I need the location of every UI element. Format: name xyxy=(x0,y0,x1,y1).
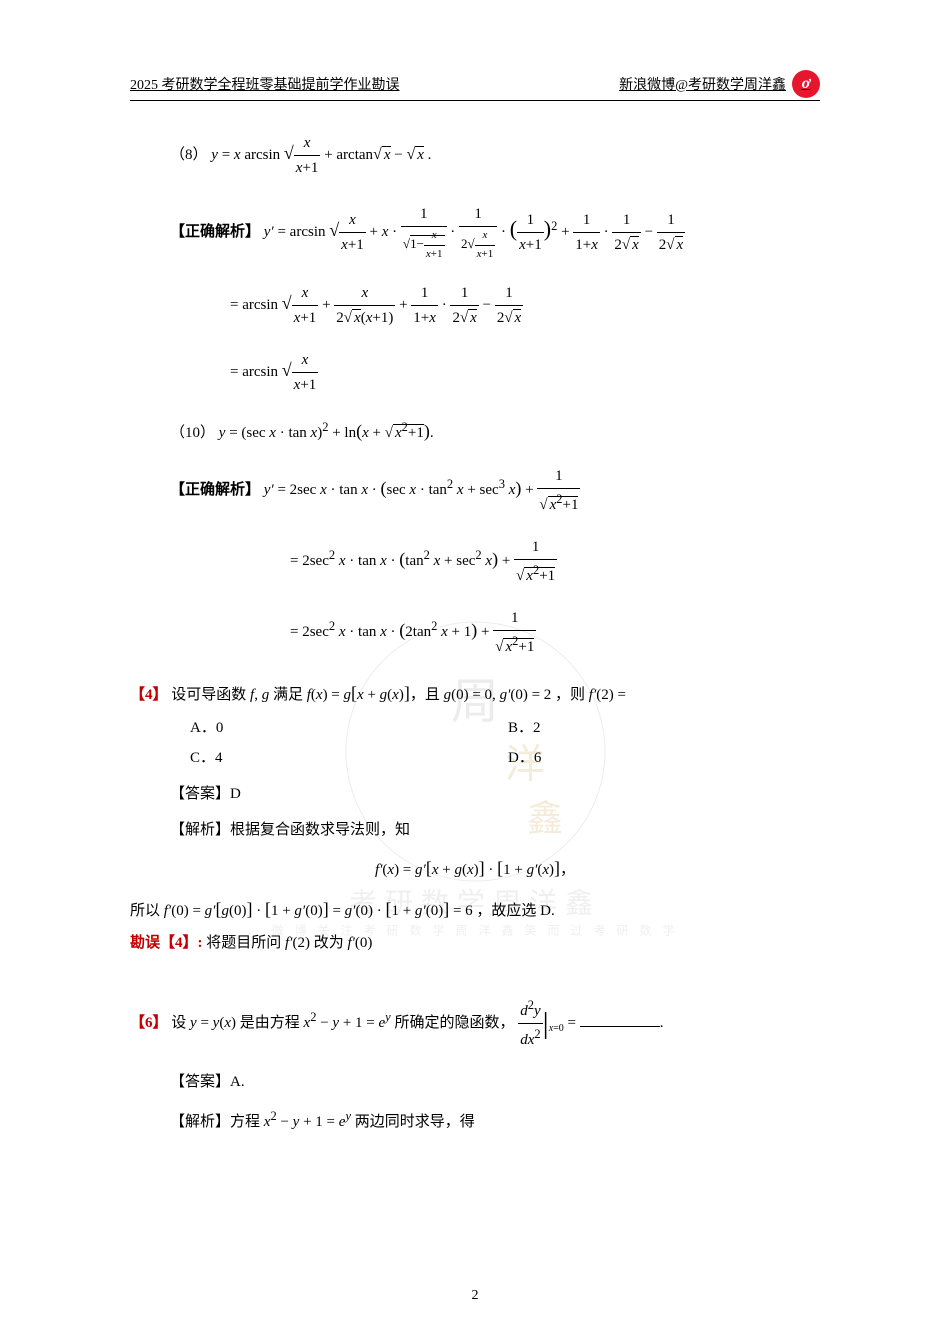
problem-4-bracket: 【4】 xyxy=(130,687,168,703)
analysis-label-6: 【解析】 xyxy=(170,1114,230,1130)
problem-4: 【4】 设可导函数 f, g 满足 f(x) = g[x + g(x)]，且 g… xyxy=(130,679,820,955)
problem-6: 【6】 设 y = y(x) 是由方程 x2 − y + 1 = ey 所确定的… xyxy=(130,995,820,1134)
page-number: 2 xyxy=(472,1288,479,1304)
answer-label-4: 【答案】 xyxy=(170,786,230,802)
option-b: B．2 xyxy=(508,716,820,740)
problem-10-num: （10） xyxy=(170,425,215,441)
weibo-icon: ơ xyxy=(792,70,820,98)
option-a: A．0 xyxy=(190,716,502,740)
blank-6 xyxy=(580,1013,660,1027)
analysis-label-4: 【解析】 xyxy=(170,822,230,838)
header-left-text: 2025 考研数学全程班零基础提前学作业勘误 xyxy=(130,74,400,94)
header-right-text: 新浪微博@考研数学周洋鑫 ơ xyxy=(619,70,820,98)
options-4: A．0 B．2 C．4 D．6 xyxy=(190,716,820,770)
problem-8: （8） y = x arcsin √xx+1 + arctan√x − √x .… xyxy=(130,131,820,397)
problem-10: （10） y = (sec x · tan x)2 + ln(x + √x2+1… xyxy=(130,417,820,659)
errata-label-4: 勘误【4】: xyxy=(130,935,203,951)
main-content: （8） y = x arcsin √xx+1 + arctan√x − √x .… xyxy=(130,131,820,1134)
correct-label-8: 【正确解析】 xyxy=(170,224,260,240)
problem-8-num: （8） xyxy=(170,147,208,163)
problem-6-bracket: 【6】 xyxy=(130,1015,168,1031)
correct-label-10: 【正确解析】 xyxy=(170,482,260,498)
option-c: C．4 xyxy=(190,746,502,770)
option-d: D．6 xyxy=(508,746,820,770)
answer-label-6: 【答案】 xyxy=(170,1074,230,1090)
page-header: 2025 考研数学全程班零基础提前学作业勘误 新浪微博@考研数学周洋鑫 ơ xyxy=(130,70,820,101)
